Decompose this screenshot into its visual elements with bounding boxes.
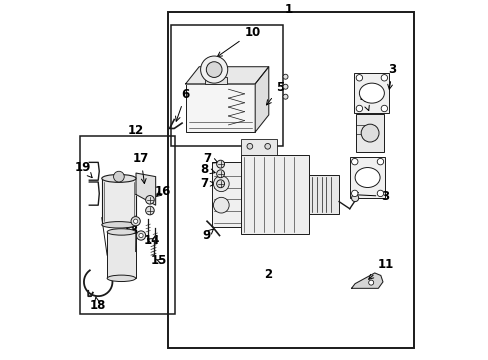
- Polygon shape: [255, 67, 268, 132]
- Circle shape: [246, 143, 252, 149]
- Circle shape: [264, 143, 270, 149]
- Circle shape: [283, 84, 287, 89]
- Text: 16: 16: [154, 185, 170, 198]
- Circle shape: [145, 206, 154, 215]
- Circle shape: [376, 158, 383, 165]
- Circle shape: [380, 105, 387, 112]
- Text: 1: 1: [285, 3, 293, 16]
- Text: 6: 6: [175, 88, 189, 121]
- Circle shape: [351, 194, 358, 202]
- Ellipse shape: [102, 222, 136, 228]
- Bar: [80, 136, 175, 314]
- Circle shape: [368, 280, 373, 285]
- Circle shape: [139, 233, 143, 238]
- Text: 14: 14: [143, 234, 160, 247]
- Bar: [212, 162, 244, 226]
- Text: 19: 19: [75, 161, 92, 177]
- Text: 9: 9: [202, 229, 213, 242]
- Text: 8: 8: [200, 163, 215, 176]
- Bar: [308, 175, 338, 214]
- Circle shape: [216, 170, 224, 178]
- Circle shape: [216, 180, 224, 188]
- Circle shape: [216, 160, 224, 168]
- Bar: [171, 25, 283, 146]
- Bar: [241, 155, 308, 234]
- Text: 3: 3: [387, 63, 396, 89]
- Text: 11: 11: [368, 257, 393, 279]
- Circle shape: [376, 190, 383, 197]
- Circle shape: [351, 190, 357, 197]
- Text: 4: 4: [359, 92, 368, 111]
- Circle shape: [283, 74, 287, 79]
- Polygon shape: [351, 273, 382, 288]
- Text: 3: 3: [353, 190, 389, 203]
- Text: 18: 18: [89, 297, 105, 312]
- Bar: [102, 179, 136, 225]
- Circle shape: [361, 124, 378, 142]
- Bar: [355, 114, 384, 152]
- Circle shape: [113, 171, 124, 182]
- Circle shape: [355, 75, 362, 81]
- Bar: [185, 84, 255, 132]
- Ellipse shape: [107, 229, 135, 235]
- Circle shape: [206, 62, 222, 77]
- Text: 7: 7: [200, 177, 215, 190]
- Bar: [349, 157, 385, 198]
- Circle shape: [200, 56, 227, 83]
- Text: 2: 2: [263, 268, 271, 281]
- Circle shape: [351, 158, 357, 165]
- Circle shape: [133, 219, 138, 223]
- Text: 10: 10: [217, 26, 260, 57]
- Text: 15: 15: [150, 254, 167, 267]
- Circle shape: [380, 75, 387, 81]
- Text: 13: 13: [122, 224, 138, 237]
- Text: 7: 7: [203, 152, 217, 165]
- Bar: [241, 139, 276, 155]
- Circle shape: [213, 176, 229, 192]
- Circle shape: [136, 231, 145, 240]
- Circle shape: [283, 94, 287, 99]
- Text: 5: 5: [266, 81, 284, 105]
- Circle shape: [145, 195, 154, 204]
- Ellipse shape: [107, 275, 135, 282]
- Circle shape: [131, 217, 140, 226]
- Bar: [354, 73, 388, 113]
- Ellipse shape: [359, 83, 384, 103]
- Text: 17: 17: [133, 152, 149, 184]
- Ellipse shape: [102, 175, 136, 183]
- Bar: [167, 13, 413, 348]
- Text: 12: 12: [127, 125, 143, 138]
- Polygon shape: [136, 173, 155, 205]
- Bar: [205, 77, 226, 84]
- Bar: [107, 232, 135, 278]
- Circle shape: [355, 105, 362, 112]
- Circle shape: [213, 197, 229, 213]
- Polygon shape: [185, 67, 268, 84]
- Ellipse shape: [354, 167, 379, 188]
